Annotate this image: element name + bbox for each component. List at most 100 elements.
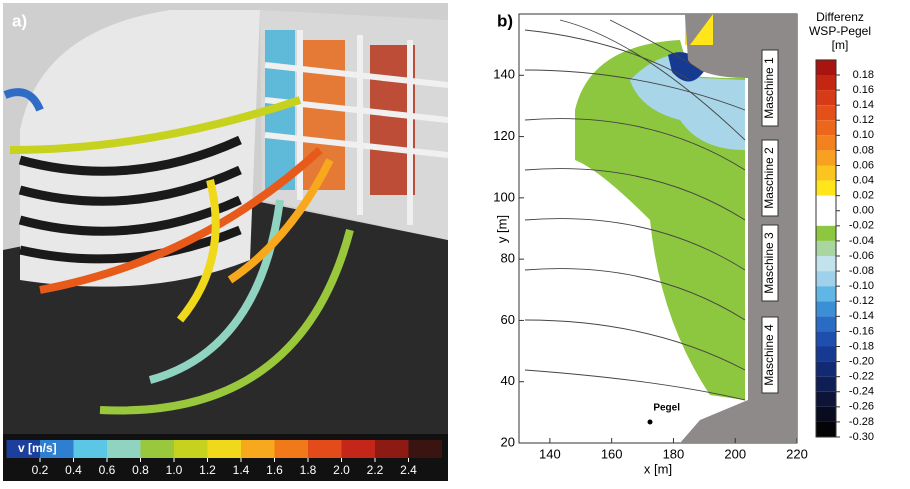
- y-tick-label: 140: [493, 67, 515, 82]
- colorbar-tick-label: 0.8: [132, 463, 149, 477]
- colorbar-tick-label: 0.16: [853, 84, 874, 96]
- colorbar-tick-label: -0.16: [849, 325, 874, 337]
- colorbar-segment: [816, 75, 836, 91]
- colorbar-segment: [341, 440, 375, 458]
- streamlines: [524, 19, 746, 401]
- panel-b-plot: [518, 13, 798, 444]
- machine-label: Maschine 3: [762, 232, 776, 294]
- colorbar-segment: [40, 440, 74, 458]
- machine-box: [761, 49, 779, 127]
- colorbar-title: [m]: [832, 38, 849, 52]
- colorbar-segment: [207, 440, 241, 458]
- colorbar-segment: [308, 440, 342, 458]
- machine-box: [761, 139, 779, 217]
- colorbar-segment: [816, 180, 836, 196]
- streamline: [524, 118, 746, 171]
- panel-a-render: [3, 3, 449, 481]
- ribbon: [148, 199, 284, 384]
- colorbar-tick-label: -0.08: [849, 265, 874, 277]
- colorbar-segment: [241, 440, 275, 458]
- colorbar-segment: [816, 195, 836, 211]
- colorbar-tick-label: 0.6: [99, 463, 116, 477]
- colorbar-segment: [816, 301, 836, 317]
- colorbar-tick-label: 1.2: [199, 463, 216, 477]
- y-tick-label: 20: [501, 434, 515, 449]
- y-axis-label: y [m]: [494, 215, 509, 243]
- colorbar-segment: [816, 135, 836, 151]
- streamline: [524, 268, 746, 321]
- gauge-point: [647, 419, 653, 425]
- grid-bars: [264, 30, 449, 225]
- y-tick-label: 80: [501, 251, 515, 266]
- colorbar-segment: [816, 150, 836, 166]
- x-tick-label: 220: [786, 446, 808, 461]
- y-tick-label: 40: [501, 373, 515, 388]
- bar: [264, 132, 449, 158]
- colorbar-segment: [6, 440, 40, 458]
- machine-label: Maschine 2: [762, 147, 776, 209]
- colorbar-tick-label: 0.00: [853, 205, 874, 217]
- colorbar-tick-label: -0.14: [849, 310, 874, 322]
- colorbar-tick-label: -0.22: [849, 371, 874, 383]
- colorbar-tick-label: 1.8: [300, 463, 317, 477]
- ribbon: [9, 96, 302, 154]
- colorbar-segment: [816, 210, 836, 226]
- machine-label: Maschine 4: [762, 324, 776, 386]
- colorbar-tick-label: 0.14: [853, 99, 874, 111]
- ribbon: [227, 158, 334, 284]
- colorbar-segment: [816, 105, 836, 121]
- slot: [18, 135, 242, 176]
- streamline: [524, 369, 746, 401]
- colorbar-segment: [816, 240, 836, 256]
- colorbar-title: WSP-Pegel: [809, 24, 871, 38]
- y-tick-label: 60: [501, 312, 515, 327]
- x-tick-label: 140: [539, 446, 561, 461]
- colorbar-tick-label: 0.06: [853, 159, 874, 171]
- machine-label: Maschine 1: [762, 57, 776, 119]
- colorbar-tick-label: -0.28: [849, 416, 874, 428]
- colorbar-tick-label: -0.04: [849, 235, 874, 247]
- y-tick-label: 120: [493, 128, 515, 143]
- colorbar-segment: [140, 440, 174, 458]
- colorbar-segment: [816, 120, 836, 136]
- colorbar-tick-label: 0.02: [853, 190, 874, 202]
- colorbar-tick-label: -0.10: [849, 280, 874, 292]
- colorbar-tick-label: 0.12: [853, 114, 874, 126]
- colorbar-segment: [375, 440, 409, 458]
- colorbar-segment: [816, 165, 836, 181]
- x-axis-label: x [m]: [644, 461, 672, 476]
- colorbar-tick-label: -0.06: [849, 250, 874, 262]
- colorbar-tick-label: 1.0: [166, 463, 183, 477]
- colorbar-segment: [816, 316, 836, 332]
- ribbon: [176, 179, 220, 323]
- streamline: [524, 29, 691, 81]
- colorbar-tick-label: -0.02: [849, 220, 874, 232]
- colorbar-tick-label: 2.4: [400, 463, 417, 477]
- colorbar-frame: [815, 59, 837, 438]
- panel-label: a): [12, 11, 27, 30]
- colorbar-tick-label: 0.4: [65, 463, 82, 477]
- colorbar-tick-label: 0.08: [853, 144, 874, 156]
- streamline: [524, 69, 746, 111]
- y-tick-label: 100: [493, 189, 515, 204]
- blue-region: [630, 54, 745, 150]
- streamline: [524, 218, 746, 271]
- colorbar-tick-label: 1.4: [233, 463, 250, 477]
- streamline: [609, 19, 701, 71]
- x-tick-label: 180: [663, 446, 685, 461]
- colorbar-tick-label: -0.30: [849, 431, 874, 443]
- colorbar-tick-label: 2.2: [367, 463, 384, 477]
- colorbar-segment: [816, 421, 836, 437]
- colorbar-tick-label: 1.6: [266, 463, 283, 477]
- colorbar-tick-label: -0.26: [849, 401, 874, 413]
- colorbar-tick-label: -0.12: [849, 295, 874, 307]
- colorbar-tick-label: 0.2: [32, 463, 49, 477]
- colorbar-segment: [274, 440, 308, 458]
- colorbar-segment: [816, 406, 836, 422]
- x-tick-label: 160: [601, 446, 623, 461]
- colorbar-segment: [174, 440, 208, 458]
- panel-label: b): [497, 11, 513, 30]
- machine-box: [761, 316, 779, 394]
- colorbar-segment: [816, 346, 836, 362]
